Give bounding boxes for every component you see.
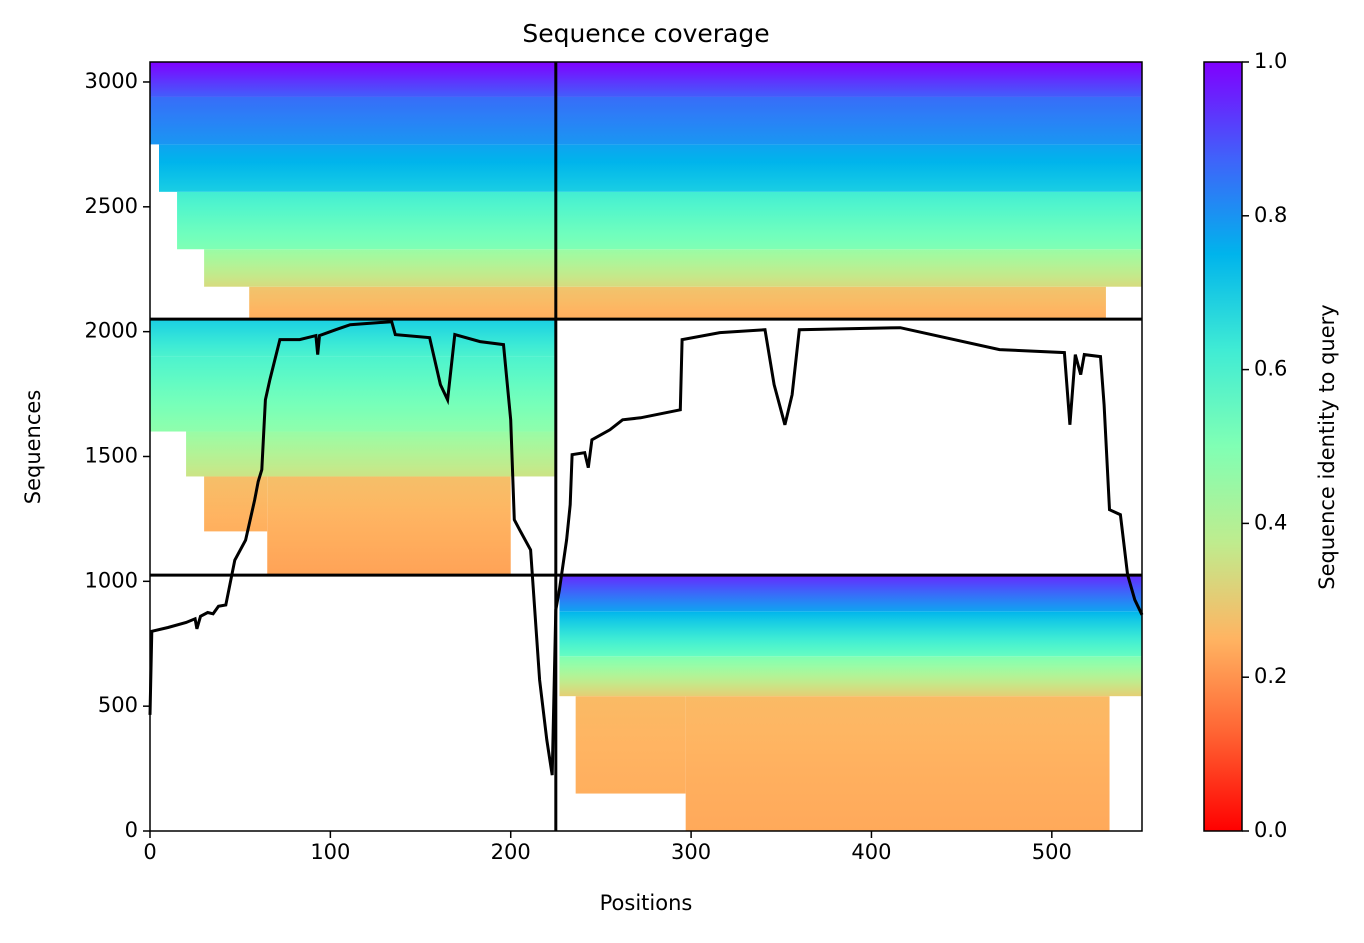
x-tick-label: 0: [143, 840, 156, 864]
y-tick-label: 3000: [85, 69, 138, 93]
x-tick-label: 100: [310, 840, 350, 864]
y-tick-label: 2000: [85, 319, 138, 343]
x-tick-label: 500: [1032, 840, 1072, 864]
coverage-band: [685, 696, 1110, 831]
coverage-line: [148, 320, 1144, 776]
x-axis-label: Positions: [600, 891, 693, 915]
coverage-band: [249, 286, 1106, 320]
coverage-band: [559, 611, 1142, 657]
y-tick-label: 2500: [85, 194, 138, 218]
colorbar-label: Sequence identity to query: [1315, 304, 1339, 589]
colorbar: [1203, 61, 1243, 832]
coverage-band: [204, 249, 1143, 287]
coverage-band: [159, 144, 1142, 192]
colorbar-tick-label: 1.0: [1254, 49, 1287, 73]
chart-title: Sequence coverage: [522, 19, 769, 48]
coverage-band: [150, 356, 556, 432]
y-axis-label: Sequences: [21, 390, 45, 505]
coverage-band: [559, 656, 1142, 697]
y-tick-label: 500: [98, 693, 138, 717]
x-tick-label: 200: [491, 840, 531, 864]
colorbar-tick-label: 0.2: [1254, 664, 1287, 688]
colorbar-tick-label: 0.6: [1254, 357, 1287, 381]
y-tick-label: 0: [125, 818, 138, 842]
colorbar-tick-label: 0.0: [1254, 818, 1287, 842]
coverage-band: [575, 696, 686, 794]
y-tick-label: 1000: [85, 568, 138, 592]
colorbar-tick-label: 0.4: [1254, 510, 1287, 534]
coverage-band: [177, 191, 1142, 250]
colorbar-tick-label: 0.8: [1254, 203, 1287, 227]
y-tick-label: 1500: [85, 443, 138, 467]
coverage-band: [150, 96, 1142, 145]
x-tick-label: 300: [671, 840, 711, 864]
x-tick-label: 400: [851, 840, 891, 864]
coverage-band: [559, 575, 1142, 612]
plot-frame: [149, 61, 1143, 832]
coverage-band: [186, 431, 556, 477]
coverage-band: [267, 476, 511, 576]
coverage-band: [150, 62, 1142, 97]
